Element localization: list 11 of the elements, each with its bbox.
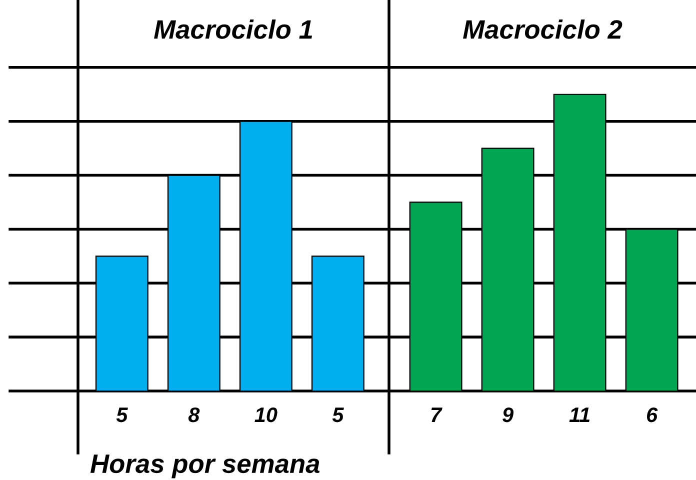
text: Macrociclo 2 — [463, 19, 622, 39]
data-label: 11 — [569, 408, 590, 422]
text: Macrociclo 1 — [154, 19, 312, 39]
x-axis-title: Horas por semana — [90, 454, 320, 478]
data-label: 9 — [502, 407, 514, 422]
data-label: 8 — [188, 407, 200, 422]
data-label: 5 — [116, 408, 128, 422]
data-label: 6 — [646, 407, 658, 422]
data-label: 10 — [254, 407, 278, 422]
data-label: 7 — [431, 408, 442, 422]
data-label: 5 — [332, 408, 344, 422]
